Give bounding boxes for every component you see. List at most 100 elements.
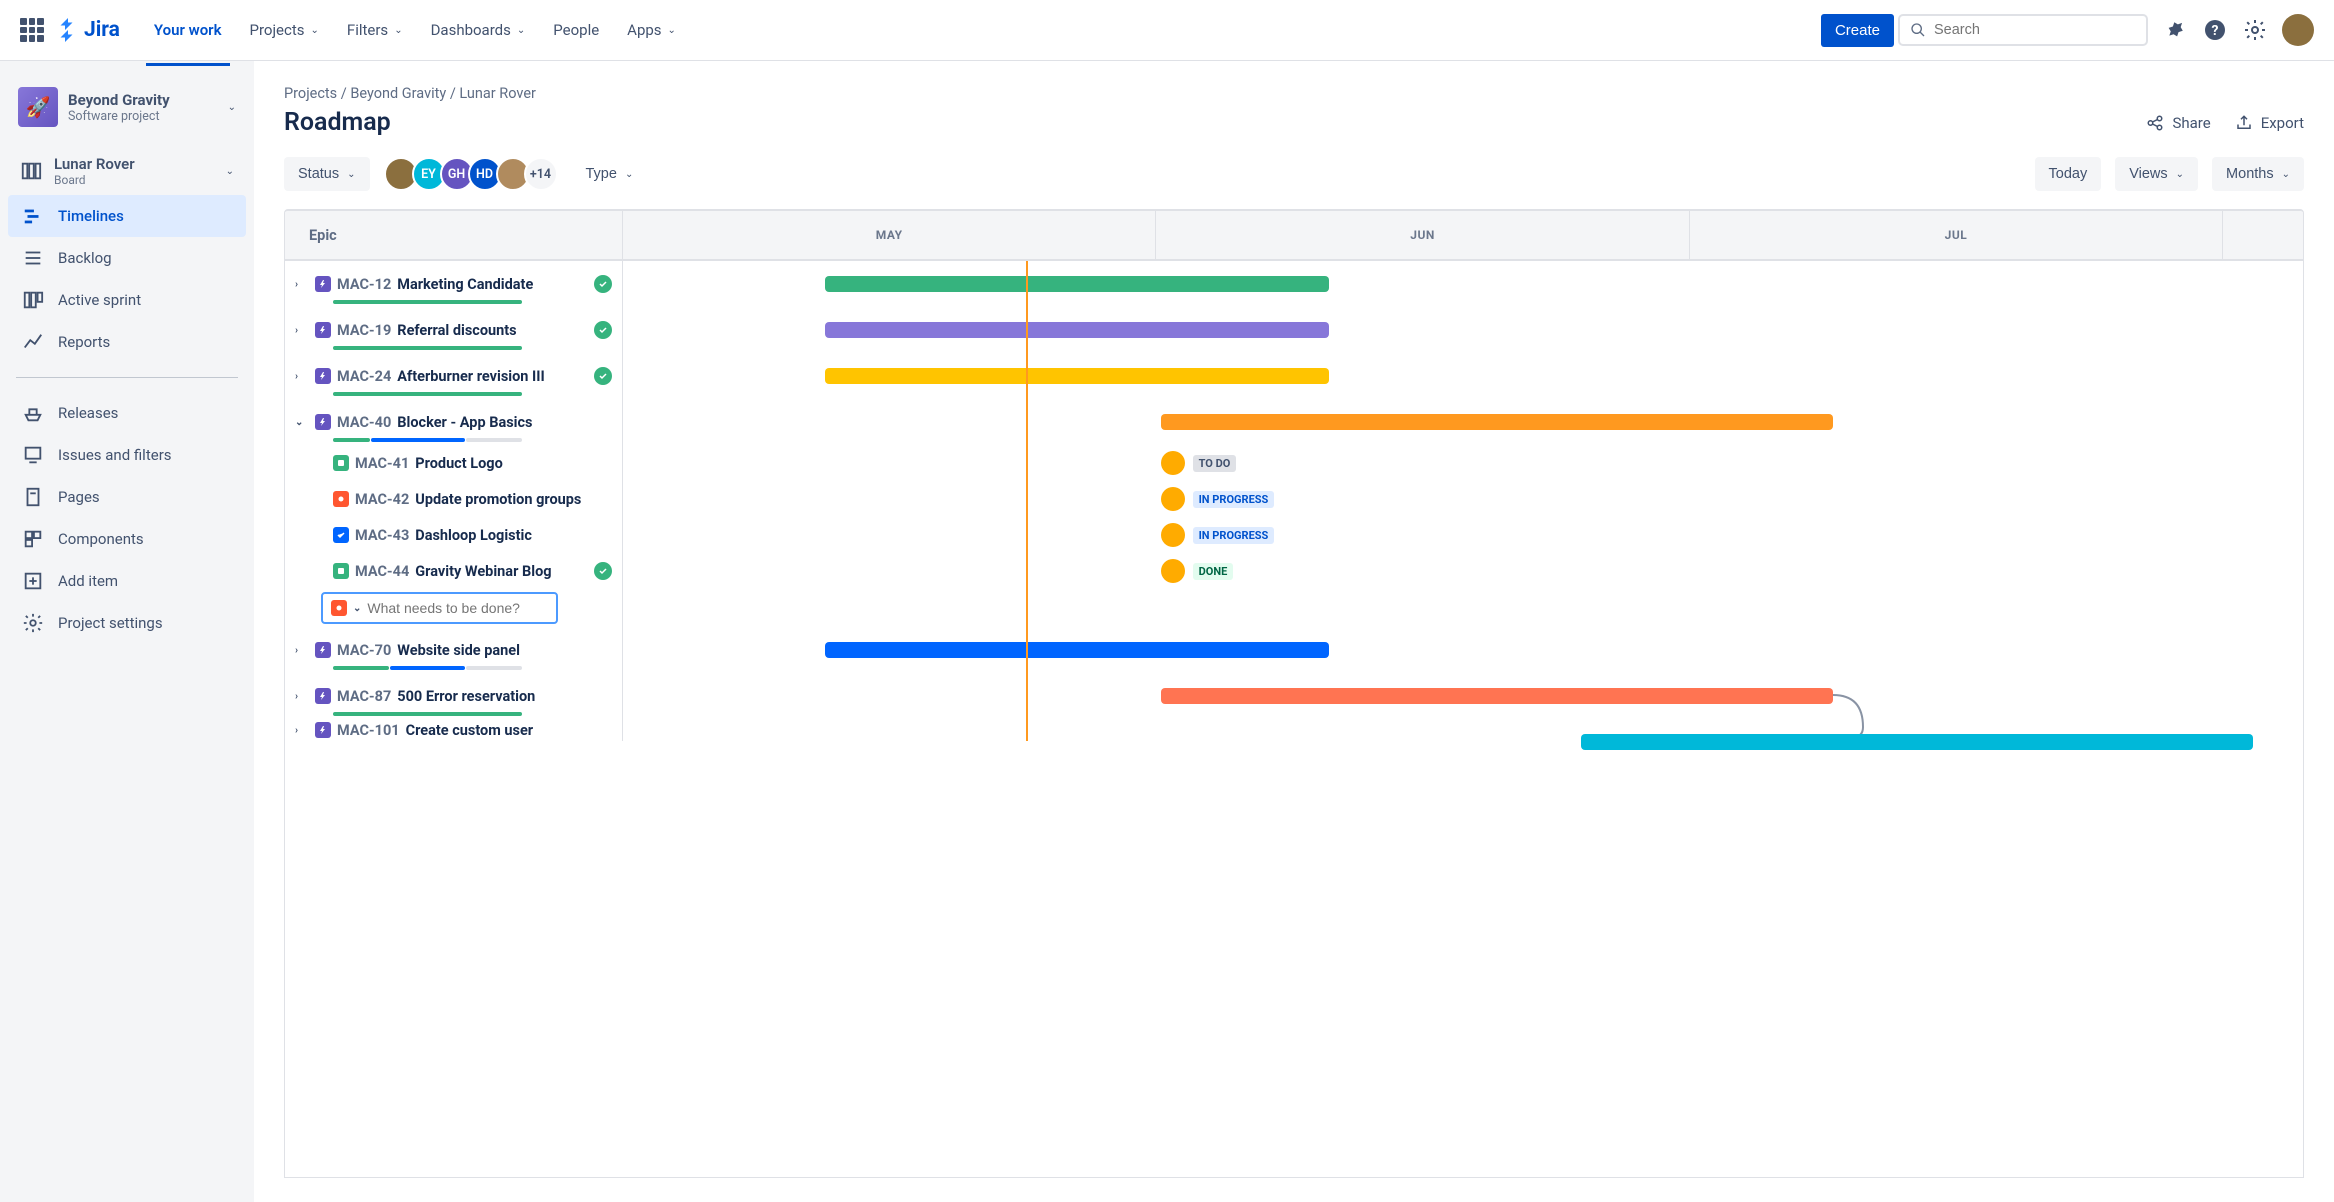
timeline-bar[interactable] <box>825 642 1329 658</box>
issue-key[interactable]: MAC-43 <box>355 527 409 544</box>
expand-icon[interactable]: › <box>295 645 309 656</box>
sidebar-item-active-sprint[interactable]: Active sprint <box>8 279 246 321</box>
jira-logo[interactable]: Jira <box>56 18 120 42</box>
sidebar-divider <box>16 377 238 378</box>
expand-icon[interactable]: › <box>295 279 309 290</box>
search-icon <box>1910 22 1926 38</box>
settings-icon[interactable] <box>2242 17 2268 43</box>
nav-item-filters[interactable]: Filters⌄ <box>335 13 415 47</box>
today-button[interactable]: Today <box>2035 157 2102 191</box>
timeline-bar[interactable] <box>825 322 1329 338</box>
board-selector[interactable]: Lunar Rover Board ⌄ <box>8 147 246 195</box>
issue-key[interactable]: MAC-41 <box>355 455 409 472</box>
timeline-bar[interactable] <box>825 276 1329 292</box>
new-issue-field[interactable] <box>367 600 548 616</box>
chevron-down-icon[interactable]: ⌄ <box>353 603 361 614</box>
status-badge[interactable]: IN PROGRESS <box>1193 527 1275 544</box>
app-switcher-icon[interactable] <box>20 18 44 42</box>
avatar-overflow[interactable]: +14 <box>524 157 558 191</box>
issue-title: Dashloop Logistic <box>415 527 532 544</box>
issue-type-icon <box>333 527 349 543</box>
timeline-bar[interactable] <box>1161 414 1833 430</box>
months-button[interactable]: Months⌄ <box>2212 157 2304 191</box>
nav-item-projects[interactable]: Projects⌄ <box>238 13 331 47</box>
done-check-icon <box>594 275 612 293</box>
epic-row[interactable]: › MAC-70 Website side panel <box>285 627 2303 673</box>
project-selector[interactable]: 🚀 Beyond Gravity Software project ⌄ <box>8 81 246 133</box>
issue-key[interactable]: MAC-70 <box>337 642 391 659</box>
issue-title: Update promotion groups <box>415 491 581 508</box>
child-issue-row[interactable]: MAC-41 Product Logo TO DO <box>285 445 2303 481</box>
status-badge[interactable]: DONE <box>1193 563 1234 580</box>
expand-icon[interactable]: › <box>295 325 309 336</box>
status-filter[interactable]: Status⌄ <box>284 157 370 191</box>
epic-row[interactable]: › MAC-87 500 Error reservation <box>285 673 2303 719</box>
export-button[interactable]: Export <box>2235 114 2304 132</box>
issue-key[interactable]: MAC-87 <box>337 688 391 705</box>
epic-row[interactable]: › MAC-101 Create custom user <box>285 719 2303 741</box>
assignee-avatar[interactable] <box>1161 523 1185 547</box>
progress-bar <box>333 300 523 304</box>
status-badge[interactable]: IN PROGRESS <box>1193 491 1275 508</box>
progress-bar <box>333 392 523 396</box>
type-filter[interactable]: Type⌄ <box>572 157 648 191</box>
help-icon[interactable]: ? <box>2202 17 2228 43</box>
search-input[interactable] <box>1934 22 2136 38</box>
assignee-filter[interactable]: EYGHHD+14 <box>384 157 558 191</box>
assignee-avatar[interactable] <box>1161 487 1185 511</box>
assignee-avatar[interactable] <box>1161 451 1185 475</box>
child-issue-row[interactable]: MAC-43 Dashloop Logistic IN PROGRESS <box>285 517 2303 553</box>
views-button[interactable]: Views⌄ <box>2115 157 2198 191</box>
expand-icon[interactable]: › <box>295 371 309 382</box>
breadcrumb[interactable]: Projects / Beyond Gravity / Lunar Rover <box>284 85 2304 102</box>
notifications-icon[interactable] <box>2162 17 2188 43</box>
status-badge[interactable]: TO DO <box>1193 455 1237 472</box>
profile-avatar[interactable] <box>2282 14 2314 46</box>
issue-key[interactable]: MAC-101 <box>337 722 400 739</box>
assignee-avatar[interactable] <box>1161 559 1185 583</box>
nav-item-apps[interactable]: Apps⌄ <box>615 13 688 47</box>
child-issue-row[interactable]: MAC-44 Gravity Webinar Blog DONE <box>285 553 2303 589</box>
timeline-bar[interactable] <box>1161 688 1833 704</box>
nav-item-people[interactable]: People <box>541 13 611 47</box>
progress-bar <box>333 712 523 716</box>
nav-item-dashboards[interactable]: Dashboards⌄ <box>419 13 538 47</box>
sidebar-item-components[interactable]: Components <box>8 518 246 560</box>
epic-row[interactable]: › MAC-12 Marketing Candidate <box>285 261 2303 307</box>
issue-type-icon <box>333 563 349 579</box>
sidebar-item-issues-and-filters[interactable]: Issues and filters <box>8 434 246 476</box>
epic-row[interactable]: › MAC-24 Afterburner revision III <box>285 353 2303 399</box>
expand-icon[interactable]: › <box>295 725 309 736</box>
epic-column-header: Epic <box>285 211 623 259</box>
timeline-bar[interactable] <box>1581 734 2253 750</box>
issue-key[interactable]: MAC-40 <box>337 414 391 431</box>
issue-key[interactable]: MAC-24 <box>337 368 391 385</box>
sidebar-item-reports[interactable]: Reports <box>8 321 246 363</box>
sidebar-item-releases[interactable]: Releases <box>8 392 246 434</box>
issue-key[interactable]: MAC-42 <box>355 491 409 508</box>
board-icon <box>22 289 44 311</box>
search-box[interactable] <box>1898 14 2148 46</box>
epic-row[interactable]: ⌄ MAC-40 Blocker - App Basics <box>285 399 2303 445</box>
sidebar-item-add-item[interactable]: Add item <box>8 560 246 602</box>
issue-type-icon <box>315 368 331 384</box>
issue-key[interactable]: MAC-12 <box>337 276 391 293</box>
sidebar-item-project-settings[interactable]: Project settings <box>8 602 246 644</box>
issue-type-icon <box>315 414 331 430</box>
sidebar-item-timelines[interactable]: Timelines <box>8 195 246 237</box>
nav-item-your-work[interactable]: Your work <box>142 13 234 47</box>
expand-icon[interactable]: ⌄ <box>295 417 309 428</box>
sidebar-item-pages[interactable]: Pages <box>8 476 246 518</box>
issue-key[interactable]: MAC-19 <box>337 322 391 339</box>
issue-key[interactable]: MAC-44 <box>355 563 409 580</box>
epic-row[interactable]: › MAC-19 Referral discounts <box>285 307 2303 353</box>
share-button[interactable]: Share <box>2146 114 2210 132</box>
issue-type-icon <box>331 600 347 616</box>
sidebar-item-backlog[interactable]: Backlog <box>8 237 246 279</box>
child-issue-row[interactable]: MAC-42 Update promotion groups IN PROGRE… <box>285 481 2303 517</box>
issue-type-icon <box>315 322 331 338</box>
timeline-bar[interactable] <box>825 368 1329 384</box>
create-button[interactable]: Create <box>1821 14 1894 47</box>
create-issue-input[interactable]: ⌄ <box>321 592 558 624</box>
expand-icon[interactable]: › <box>295 691 309 702</box>
